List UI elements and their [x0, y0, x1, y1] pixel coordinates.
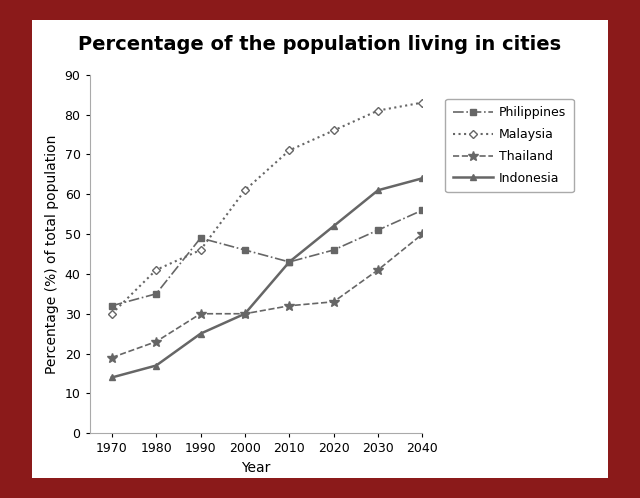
Malaysia	[285, 147, 293, 153]
Indonesia	[374, 187, 382, 193]
Malaysia	[374, 108, 382, 114]
Malaysia	[330, 127, 337, 133]
Indonesia	[330, 223, 337, 229]
Y-axis label: Percentage (%) of total population: Percentage (%) of total population	[45, 134, 59, 374]
Thailand	[419, 231, 426, 237]
Philippines	[152, 291, 160, 297]
X-axis label: Year: Year	[241, 461, 271, 475]
Indonesia	[108, 374, 116, 380]
Indonesia	[241, 311, 249, 317]
Malaysia	[241, 187, 249, 193]
Malaysia	[419, 100, 426, 106]
Thailand	[285, 303, 293, 309]
Thailand	[196, 311, 204, 317]
Line: Indonesia: Indonesia	[108, 175, 426, 381]
Indonesia	[285, 259, 293, 265]
Malaysia	[108, 311, 116, 317]
Malaysia	[196, 247, 204, 253]
Indonesia	[196, 331, 204, 337]
Malaysia	[152, 267, 160, 273]
Thailand	[374, 267, 382, 273]
Philippines	[108, 303, 116, 309]
Thailand	[152, 339, 160, 345]
Philippines	[330, 247, 337, 253]
Philippines	[419, 207, 426, 213]
Line: Malaysia: Malaysia	[109, 100, 425, 317]
Line: Thailand: Thailand	[107, 229, 428, 363]
Philippines	[196, 235, 204, 241]
Philippines	[241, 247, 249, 253]
Philippines	[285, 259, 293, 265]
Line: Philippines: Philippines	[109, 207, 425, 309]
Thailand	[330, 299, 337, 305]
Thailand	[108, 355, 116, 361]
Philippines	[374, 227, 382, 233]
Thailand	[241, 311, 249, 317]
Legend: Philippines, Malaysia, Thailand, Indonesia: Philippines, Malaysia, Thailand, Indones…	[445, 99, 574, 192]
Text: Percentage of the population living in cities: Percentage of the population living in c…	[79, 35, 561, 54]
Indonesia	[419, 175, 426, 181]
Indonesia	[152, 363, 160, 369]
